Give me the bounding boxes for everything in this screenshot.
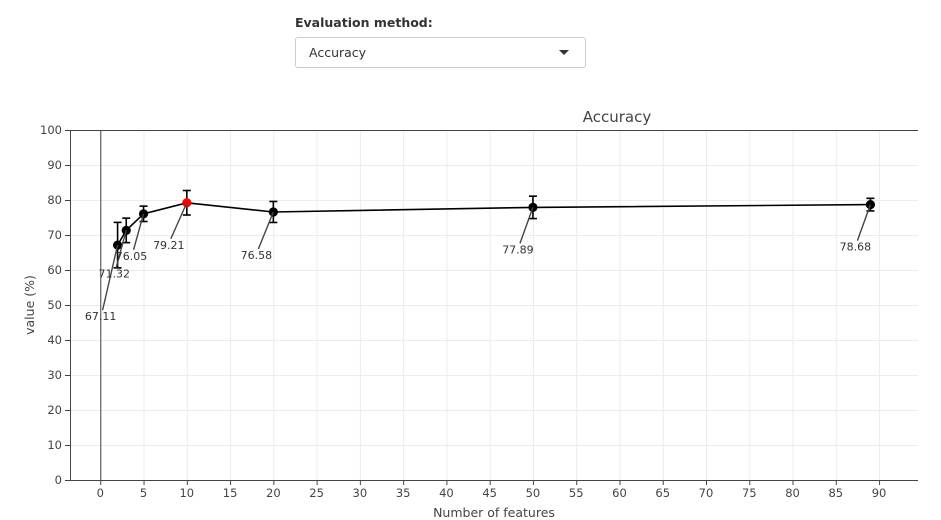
- data-label: 79.21: [153, 239, 185, 252]
- y-tick-label: 10: [47, 438, 62, 452]
- chart-title: Accuracy: [583, 108, 652, 126]
- annotation-leader: [132, 213, 145, 251]
- y-axis-label: value (%): [22, 275, 37, 335]
- x-tick-label: 20: [266, 486, 281, 500]
- y-tick-label: 80: [47, 193, 62, 207]
- x-tick-label: 35: [396, 486, 411, 500]
- x-tick-label: 10: [179, 486, 194, 500]
- x-tick-label: 75: [742, 486, 757, 500]
- x-tick-label: 55: [569, 486, 584, 500]
- annotation-leader: [101, 244, 119, 311]
- chevron-down-icon: [559, 50, 569, 55]
- x-tick-label: 30: [353, 486, 368, 500]
- annotation-leader: [519, 207, 534, 244]
- x-tick-label: 60: [612, 486, 627, 500]
- y-tick-label: 90: [47, 158, 62, 172]
- highlighted-data-point: [182, 198, 192, 208]
- x-axis-label: Number of features: [433, 505, 555, 520]
- annotation-leader: [856, 204, 872, 241]
- data-label: 78.68: [840, 241, 872, 254]
- x-tick-label: 80: [785, 486, 800, 500]
- data-label: 77.89: [502, 243, 534, 256]
- x-tick-label: 5: [140, 486, 147, 500]
- x-tick-label: 70: [699, 486, 714, 500]
- x-tick-label: 50: [526, 486, 541, 500]
- annotation-leader: [115, 230, 127, 268]
- chart-axes: [70, 130, 918, 481]
- evaluation-method-select[interactable]: Accuracy: [295, 37, 586, 68]
- data-label: 76.05: [116, 250, 148, 263]
- x-tick-label: 90: [872, 486, 887, 500]
- evaluation-method-control: Evaluation method: Accuracy: [295, 15, 586, 68]
- y-tick-label: 60: [47, 263, 62, 277]
- y-tick-label: 40: [47, 333, 62, 347]
- x-tick-label: 85: [828, 486, 843, 500]
- data-label: 76.58: [241, 249, 273, 262]
- y-tick-label: 30: [47, 368, 62, 382]
- x-tick-label: 15: [223, 486, 238, 500]
- data-point: [528, 202, 538, 212]
- chart-series: [112, 189, 876, 269]
- x-tick-label: 25: [309, 486, 324, 500]
- chart-data-labels: 67.11 71.32 76.05 79.21 76.58 77.89 78.68: [85, 202, 872, 323]
- x-tick-label: 40: [439, 486, 454, 500]
- y-tick-label: 100: [40, 123, 62, 137]
- data-point: [112, 240, 123, 250]
- data-label: 71.32: [98, 267, 130, 280]
- evaluation-method-label: Evaluation method:: [295, 15, 433, 30]
- evaluation-method-selected-value: Accuracy: [309, 45, 367, 60]
- x-tick-label: 0: [97, 486, 104, 500]
- y-tick-label: 70: [47, 228, 62, 242]
- annotation-leader: [170, 202, 188, 240]
- y-tick-label: 50: [47, 298, 62, 312]
- data-label: 67.11: [85, 310, 117, 323]
- chart-ticks: 0 5 10 15 20 25 30 35 40 45 50 55 60 65 70 75 80 85 90 0 10 2…: [40, 123, 886, 500]
- data-point: [865, 200, 876, 210]
- chart-grid: [70, 130, 918, 481]
- y-tick-label: 0: [55, 473, 62, 487]
- data-point: [138, 209, 149, 219]
- y-tick-label: 20: [47, 403, 62, 417]
- x-tick-label: 65: [655, 486, 670, 500]
- x-tick-label: 45: [482, 486, 497, 500]
- annotation-leader: [257, 211, 274, 250]
